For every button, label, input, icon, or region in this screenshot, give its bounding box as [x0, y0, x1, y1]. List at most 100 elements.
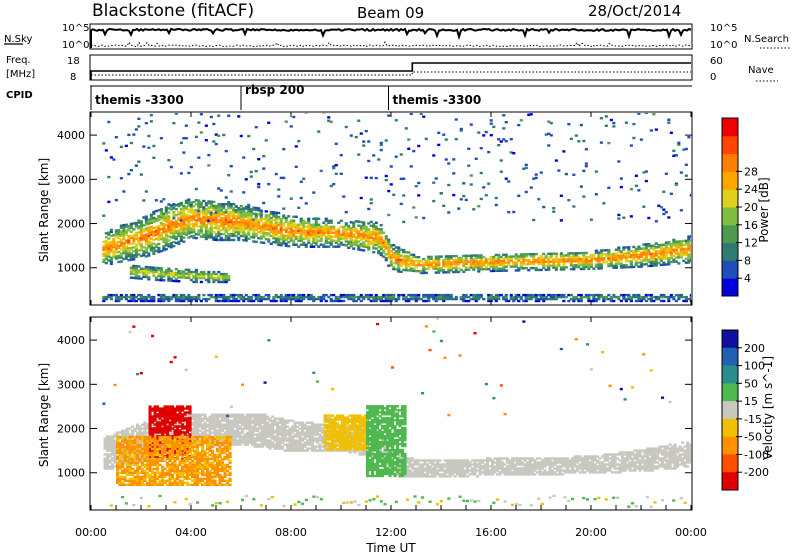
- heatmap-cell: [319, 299, 323, 303]
- heatmap-cell: [223, 423, 227, 426]
- heatmap-cell: [184, 227, 188, 230]
- heatmap-cell: [314, 233, 318, 236]
- heatmap-cell: [162, 271, 166, 274]
- heatmap-cell: [619, 254, 623, 257]
- heatmap-cell: [667, 297, 671, 301]
- heatmap-cell: [427, 257, 431, 261]
- heatmap-cell: [492, 295, 496, 299]
- heatmap-cell: [649, 129, 653, 132]
- heatmap-cell: [337, 295, 341, 299]
- cpid-segment-label: themis -3300: [393, 93, 482, 107]
- heatmap-cell: [117, 230, 121, 234]
- heatmap-cell: [202, 225, 206, 229]
- heatmap-cell: [379, 237, 383, 241]
- heatmap-cell: [258, 443, 262, 446]
- heatmap-cell: [684, 174, 688, 177]
- heatmap-cell: [281, 427, 285, 430]
- heatmap-cell: [319, 169, 323, 173]
- heatmap-cell: [256, 427, 260, 430]
- heatmap-cell: [322, 293, 326, 297]
- heatmap-cell: [209, 216, 213, 219]
- heatmap-cell: [374, 176, 378, 180]
- heatmap-cell: [504, 269, 508, 272]
- heatmap-cell: [299, 219, 303, 222]
- heatmap-cell: [232, 209, 236, 212]
- heatmap-cell: [597, 253, 601, 256]
- heatmap-cell: [113, 453, 117, 456]
- heatmap-cell: [552, 252, 556, 255]
- heatmap-cell: [484, 260, 488, 263]
- heatmap-cell: [317, 217, 321, 220]
- heatmap-cell: [312, 239, 316, 242]
- heatmap-cell: [239, 213, 243, 216]
- heatmap-cell: [409, 259, 413, 262]
- heatmap-cell: [262, 223, 266, 227]
- heatmap-cell: [462, 299, 466, 303]
- heatmap-cell: [342, 227, 346, 231]
- heatmap-cell: [224, 278, 228, 282]
- heatmap-cell: [139, 299, 143, 303]
- heatmap-cell: [292, 231, 296, 234]
- heatmap-cell: [204, 233, 208, 237]
- heatmap-cell: [367, 230, 371, 233]
- heatmap-cell: [312, 191, 316, 194]
- heatmap-cell: [147, 240, 151, 243]
- heatmap-cell: [404, 265, 408, 268]
- heatmap-cell: [494, 253, 498, 257]
- heatmap-cell: [169, 279, 173, 282]
- heatmap-cell: [677, 240, 681, 243]
- heatmap-cell: [479, 260, 483, 263]
- heatmap-cell: [597, 263, 601, 266]
- heatmap-cell: [174, 299, 178, 303]
- heatmap-cell: [233, 415, 237, 418]
- heatmap-cell: [652, 113, 656, 116]
- heatmap-cell: [136, 423, 140, 426]
- heatmap-cell: [241, 415, 245, 418]
- heatmap-cell: [261, 429, 265, 432]
- heatmap-cell: [162, 225, 166, 228]
- heatmap-cell: [517, 293, 521, 297]
- heatmap-cell: [549, 256, 553, 259]
- heatmap-cell: [369, 240, 373, 243]
- heatmap-cell: [232, 293, 236, 297]
- heatmap-cell: [258, 435, 262, 438]
- heatmap-cell: [136, 433, 140, 436]
- heatmap-cell: [134, 221, 138, 225]
- heatmap-cell: [467, 164, 471, 167]
- heatmap-cell: [197, 199, 201, 202]
- heatmap-cell: [172, 273, 176, 277]
- heatmap-cell: [524, 253, 528, 256]
- heatmap-cell: [271, 437, 275, 440]
- heatmap-cell: [179, 297, 183, 301]
- heatmap-cell: [397, 258, 401, 261]
- heatmap-cell: [402, 260, 406, 264]
- heatmap-cell: [579, 261, 583, 265]
- heatmap-cell: [129, 299, 133, 303]
- heatmap-cell: [139, 173, 143, 176]
- heatmap-cell: [352, 239, 356, 242]
- heatmap-cell: [517, 255, 521, 258]
- heatmap-cell: [127, 172, 131, 176]
- heatmap-cell: [219, 216, 223, 220]
- heatmap-cell: [169, 228, 173, 231]
- heatmap-cell: [276, 421, 280, 424]
- heatmap-cell: [322, 245, 326, 248]
- heatmap-cell: [269, 226, 273, 230]
- heatmap-cell: [554, 254, 558, 257]
- heatmap-cell: [179, 207, 183, 211]
- heatmap-cell: [113, 455, 117, 458]
- heatmap-cell: [577, 293, 581, 297]
- heatmap-cell: [238, 417, 242, 420]
- heatmap-cell: [281, 425, 285, 428]
- heatmap-cell: [369, 220, 373, 224]
- heatmap-cell: [104, 261, 108, 265]
- heatmap-cell: [427, 267, 431, 271]
- heatmap-cell: [567, 123, 571, 126]
- heatmap-cell: [283, 425, 287, 428]
- heatmap-cell: [167, 203, 171, 206]
- heatmap-cell: [502, 263, 506, 266]
- heatmap-cell: [414, 263, 418, 267]
- heatmap-cell: [252, 232, 256, 235]
- heatmap-cell: [407, 265, 411, 268]
